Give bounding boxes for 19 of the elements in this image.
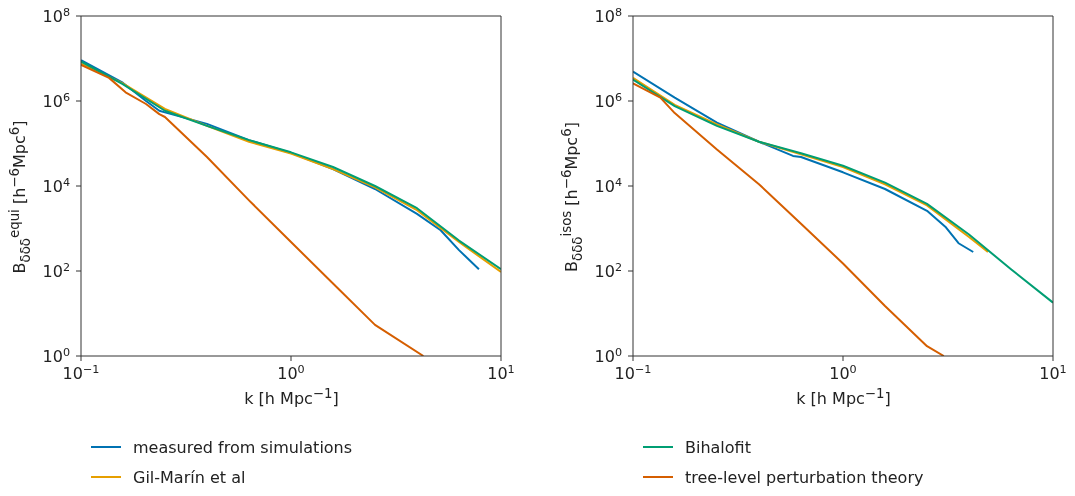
legend-label: measured from simulations <box>133 437 353 457</box>
x-axis-title: k [h Mpc$^{−1}$] <box>795 386 892 409</box>
y-tick-label: 10$^{8}$ <box>594 5 622 26</box>
y-tick-label: 10$^{2}$ <box>594 260 622 281</box>
legend-label: tree-level perturbation theory <box>685 467 924 487</box>
line-series <box>633 78 1053 304</box>
x-tick-label: 10$^{1}$ <box>487 362 515 383</box>
x-tick-label: 10$^{0}$ <box>829 362 857 383</box>
y-tick-label: 10$^{4}$ <box>594 175 622 196</box>
y-tick-label: 10$^{4}$ <box>42 175 70 196</box>
legend-label: Bihalofit <box>685 437 751 457</box>
x-tick-label: 10$^{0}$ <box>277 362 305 383</box>
legend-label: Gil-Marín et al <box>133 467 246 487</box>
y-tick-label: 10$^{6}$ <box>42 90 70 111</box>
x-axis-title: k [h Mpc$^{−1}$] <box>243 386 340 409</box>
y-tick-label: 10$^{2}$ <box>42 260 70 281</box>
x-tick-label: 10$^{1}$ <box>1039 362 1067 383</box>
y-tick-label: 10$^{6}$ <box>594 90 622 111</box>
y-tick-label: 10$^{8}$ <box>42 5 70 26</box>
